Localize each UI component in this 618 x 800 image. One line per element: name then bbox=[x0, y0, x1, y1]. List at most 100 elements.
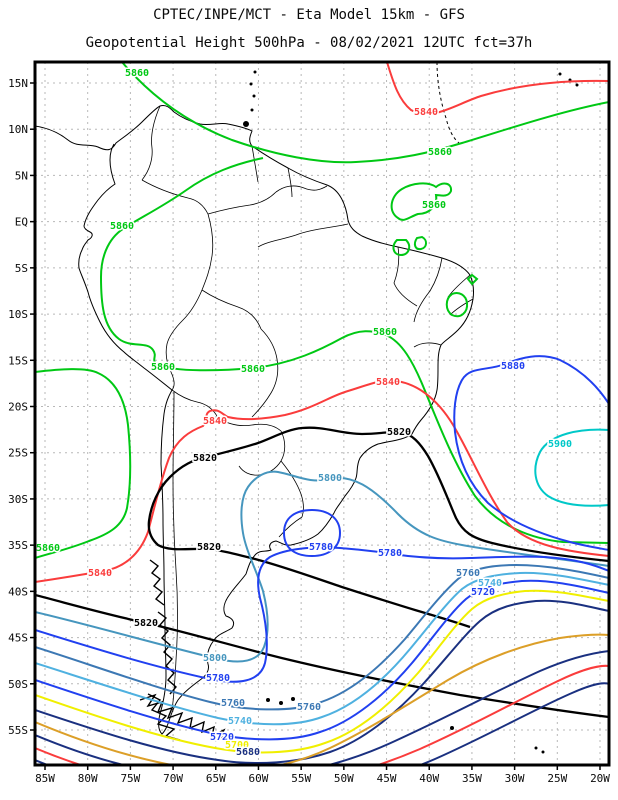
x-axis-label: 80W bbox=[78, 772, 98, 785]
country-border bbox=[141, 105, 161, 181]
contour-5680 bbox=[35, 599, 609, 765]
contour-label-5840: 5840 bbox=[376, 377, 400, 388]
y-axis-label: 10S bbox=[8, 308, 28, 321]
basemap bbox=[35, 62, 579, 754]
x-axis-label: 75W bbox=[120, 772, 140, 785]
terrain-hatching bbox=[149, 559, 165, 606]
island-speck bbox=[252, 94, 256, 98]
y-axis-label: EQ bbox=[15, 216, 28, 229]
contour-label-5740: 5740 bbox=[478, 578, 502, 589]
contour-5740 bbox=[35, 571, 609, 726]
island-speck bbox=[279, 701, 283, 705]
contour-label-5780: 5780 bbox=[378, 548, 402, 559]
contour-label-5860: 5860 bbox=[422, 200, 446, 211]
coastline bbox=[35, 105, 475, 735]
contour-5760 bbox=[35, 563, 609, 711]
x-axis-label: 65W bbox=[206, 772, 226, 785]
contour-5800 bbox=[35, 470, 609, 663]
island-speck bbox=[249, 82, 253, 86]
country-border bbox=[201, 213, 214, 291]
contour-label-5860: 5860 bbox=[428, 147, 452, 158]
island-speck bbox=[558, 72, 562, 76]
country-border bbox=[275, 185, 328, 193]
country-border bbox=[280, 460, 304, 518]
island-speck bbox=[250, 108, 254, 112]
contour-label-5700: 5700 bbox=[225, 740, 249, 751]
contour-label-5780: 5780 bbox=[309, 542, 333, 553]
island-speck bbox=[243, 121, 249, 127]
y-axis-label: 15S bbox=[8, 354, 28, 367]
island-speck bbox=[575, 83, 579, 87]
y-axis-label: 50S bbox=[8, 678, 28, 691]
island-speck bbox=[291, 697, 295, 701]
contour-label-5800: 5800 bbox=[318, 473, 342, 484]
y-axis-label: 45S bbox=[8, 632, 28, 645]
country-border bbox=[413, 257, 443, 323]
contour-label-5840: 5840 bbox=[203, 416, 227, 427]
contour-5780 bbox=[35, 508, 609, 683]
contour-5720 bbox=[35, 579, 609, 741]
contour-label-5900: 5900 bbox=[548, 439, 572, 450]
contour-label-5860: 5860 bbox=[36, 543, 60, 554]
island-speck bbox=[266, 698, 270, 702]
country-border bbox=[251, 145, 259, 183]
contour-label-5820: 5820 bbox=[387, 427, 411, 438]
y-axis-label: 5N bbox=[15, 169, 28, 182]
y-axis-label: 55S bbox=[8, 724, 28, 737]
country-border bbox=[201, 289, 262, 330]
country-border bbox=[217, 417, 282, 432]
country-border bbox=[251, 328, 279, 418]
country-border bbox=[165, 289, 203, 391]
contour-label-5860: 5860 bbox=[241, 364, 265, 375]
contour-label-5840: 5840 bbox=[414, 107, 438, 118]
map-title-line1: CPTEC/INPE/MCT - Eta Model 15km - GFS bbox=[153, 7, 465, 23]
contour-label-5860: 5860 bbox=[151, 362, 175, 373]
contour-5600 bbox=[35, 682, 609, 765]
contour-label-5860: 5860 bbox=[110, 221, 134, 232]
y-axis-label: 25S bbox=[8, 447, 28, 460]
contour-5700 bbox=[35, 589, 609, 754]
country-border bbox=[287, 167, 293, 198]
terrain-hatching bbox=[157, 611, 177, 695]
contour-label-5680: 5680 bbox=[236, 747, 260, 758]
axis-labels: 85W 80W 75W 70W 65W 60W 55W 50W 45W 40W 35W 30W 25W 2… bbox=[8, 77, 610, 785]
x-axis-label: 50W bbox=[334, 772, 354, 785]
map-frame bbox=[33, 60, 611, 767]
country-border bbox=[141, 179, 209, 215]
contour-label-5820: 5820 bbox=[134, 618, 158, 629]
contour-labels: 5860 5860 5860 5860 5860 5860 5860 5860 5840 5840… bbox=[35, 67, 574, 760]
contour-label-5820: 5820 bbox=[197, 542, 221, 553]
island-speck bbox=[450, 726, 454, 730]
x-axis-label: 60W bbox=[249, 772, 269, 785]
y-axis-label: 20S bbox=[8, 401, 28, 414]
x-axis-label: 20W bbox=[590, 772, 610, 785]
y-axis-label: 10N bbox=[8, 123, 28, 136]
country-border bbox=[171, 389, 219, 419]
map-title-line2: Geopotential Height 500hPa - 08/02/2021 … bbox=[86, 35, 533, 51]
contour-label-5880: 5880 bbox=[501, 361, 525, 372]
contour-label-5760: 5760 bbox=[221, 698, 245, 709]
y-axis-label: 30S bbox=[8, 493, 28, 506]
contour-lines bbox=[35, 62, 609, 765]
contour-label-5740: 5740 bbox=[228, 716, 252, 727]
x-axis-label: 55W bbox=[291, 772, 311, 785]
contour-label-5820: 5820 bbox=[193, 453, 217, 464]
x-axis-label: 40W bbox=[419, 772, 439, 785]
contour-5900 bbox=[534, 428, 609, 507]
x-axis-label: 30W bbox=[505, 772, 525, 785]
country-border bbox=[413, 342, 442, 348]
country-border bbox=[278, 516, 303, 538]
contour-5820 bbox=[35, 426, 609, 719]
x-axis-label: 35W bbox=[462, 772, 482, 785]
country-border bbox=[238, 430, 286, 476]
y-axis-label: 35S bbox=[8, 539, 28, 552]
contour-5640 bbox=[35, 650, 609, 765]
island-speck bbox=[541, 750, 545, 754]
contour-label-5720: 5720 bbox=[210, 732, 234, 743]
contour-label-5780: 5780 bbox=[206, 673, 230, 684]
dashed-feature bbox=[436, 62, 460, 144]
contour-label-5720: 5720 bbox=[471, 587, 495, 598]
contour-label-5860: 5860 bbox=[373, 327, 397, 338]
contour-label-5840: 5840 bbox=[88, 568, 112, 579]
